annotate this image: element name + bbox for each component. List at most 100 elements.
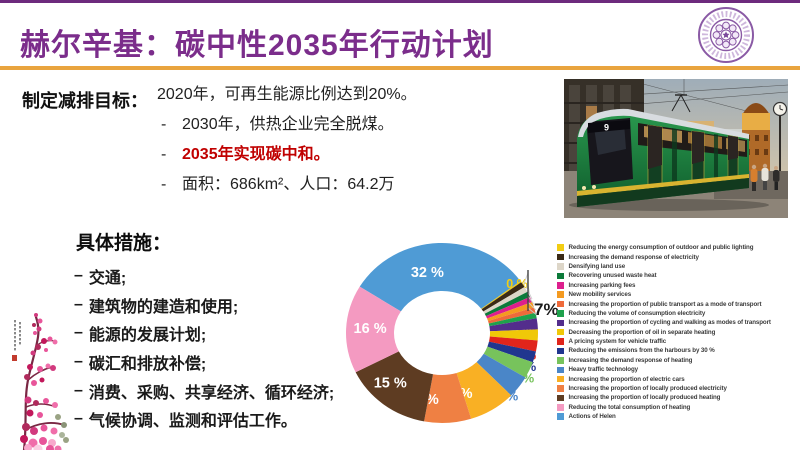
legend-item: Heavy traffic technology bbox=[557, 365, 800, 374]
goal-text: 2020年，可再生能源比例达到20%。 bbox=[157, 86, 417, 103]
donut-segment bbox=[488, 307, 536, 324]
bullet-dash: – bbox=[74, 353, 83, 371]
slice-label-inside: 16 % bbox=[354, 321, 387, 337]
legend-swatch bbox=[557, 319, 564, 327]
donut-segment bbox=[483, 346, 533, 378]
calligraphy-marks bbox=[14, 320, 21, 351]
slice-label-zero: 0 % bbox=[506, 277, 528, 291]
legend-item: Decreasing the proportion of oil in sepa… bbox=[557, 328, 800, 337]
legend-label: Increasing parking fees bbox=[568, 281, 636, 289]
legend-swatch bbox=[557, 413, 564, 420]
donut-segment bbox=[456, 362, 512, 419]
legend-item: Reducing the total consumption of heatin… bbox=[557, 403, 800, 412]
legend-label: Increasing the proportion of locally pro… bbox=[568, 394, 721, 402]
legend-item: Recovering unused waste heat bbox=[557, 271, 800, 280]
donut-segment bbox=[489, 318, 538, 332]
legend-swatch bbox=[557, 328, 564, 336]
legend-label: Actions of Helen bbox=[568, 413, 616, 421]
measure-item: – 碳汇和排放补偿; bbox=[74, 348, 334, 377]
measures-heading: 具体措施： bbox=[76, 233, 172, 254]
seal-petals bbox=[712, 21, 740, 49]
seal-ring-text bbox=[702, 11, 750, 59]
legend-label: Decreasing the proportion of oil in sepa… bbox=[568, 328, 716, 336]
goals-heading: 制定减排目标： bbox=[22, 91, 148, 111]
legend-item: Reducing the emissions from the harbours… bbox=[557, 346, 800, 355]
legend-label: Heavy traffic technology bbox=[568, 366, 639, 374]
slice-label-outside: 2 % bbox=[514, 348, 537, 363]
legend-swatch bbox=[557, 347, 564, 355]
donut-segment bbox=[346, 286, 401, 373]
measure-item: – 能源的发展计划; bbox=[74, 319, 334, 348]
legend-item: Reducing the volume of consumption elect… bbox=[557, 309, 800, 318]
slice-label-outside: 2 % bbox=[514, 336, 537, 351]
legend-label: Reducing the volume of consumption elect… bbox=[568, 309, 706, 317]
legend-item: New mobility services bbox=[557, 290, 800, 299]
goal-dash: - bbox=[161, 146, 167, 163]
legend-item: A pricing system for vehicle traffic bbox=[557, 337, 800, 346]
legend-swatch bbox=[557, 385, 564, 392]
chart-legend: Reducing the energy consumption of outdo… bbox=[557, 243, 800, 421]
measure-item: – 交通; bbox=[74, 262, 334, 291]
donut-segment bbox=[489, 329, 538, 341]
goal-text: 2035年实现碳中和。 bbox=[182, 146, 330, 163]
legend-swatch bbox=[557, 300, 564, 308]
legend-swatch bbox=[557, 394, 564, 402]
legend-item: Densifying land use bbox=[557, 262, 800, 271]
goal-row: 2020年，可再生能源比例达到20%。 bbox=[157, 85, 417, 115]
university-seal-logo bbox=[698, 7, 754, 63]
legend-item: Increasing the proportion of cycling and… bbox=[557, 318, 800, 327]
legend-swatch bbox=[557, 272, 564, 280]
slice-label-inside: 8 % bbox=[448, 386, 473, 402]
legend-swatch bbox=[557, 357, 564, 364]
donut-segment bbox=[481, 281, 522, 310]
measure-text: 能源的发展计划; bbox=[88, 327, 207, 345]
goal-row: - 面积：686km²、人口：64.2万 bbox=[157, 175, 417, 205]
slice-label-outside: 3 % bbox=[512, 371, 535, 386]
measure-item: – 建筑物的建造和使用; bbox=[74, 291, 334, 320]
legend-swatch bbox=[557, 338, 564, 345]
legend-label: Reducing the total consumption of heatin… bbox=[568, 403, 691, 411]
legend-item: Increasing the proportion of locally pro… bbox=[557, 384, 800, 393]
legend-label: Increasing the demand response of heatin… bbox=[568, 356, 693, 364]
bullet-dash: – bbox=[74, 324, 83, 342]
pantograph bbox=[671, 93, 691, 113]
legend-label: Reducing the emissions from the harbours… bbox=[568, 347, 715, 355]
blossoms bbox=[20, 313, 62, 450]
donut-segment bbox=[484, 291, 530, 317]
bracket-leader-line bbox=[527, 296, 535, 305]
legend-item: Increasing the demand response of heatin… bbox=[557, 356, 800, 365]
measure-text: 碳汇和排放补偿; bbox=[88, 356, 207, 374]
legend-item: Increasing the proportion of public tran… bbox=[557, 299, 800, 308]
legend-swatch bbox=[557, 253, 564, 261]
legend-item: Increasing the proportion of locally pro… bbox=[557, 393, 800, 402]
slice-label-inside: 8 % bbox=[414, 392, 439, 408]
bracket-total-label: 7% bbox=[534, 300, 559, 319]
legend-label: A pricing system for vehicle traffic bbox=[568, 338, 667, 346]
donut-segment bbox=[487, 341, 536, 363]
donut-segment bbox=[355, 351, 434, 422]
leaves bbox=[55, 414, 69, 443]
bullet-dash: – bbox=[74, 267, 83, 285]
helsinki-tram-photo: 9 bbox=[563, 78, 789, 218]
tram-route-number: 9 bbox=[604, 123, 609, 133]
slice-label-inside: 15 % bbox=[374, 375, 407, 391]
slice-label-outside: 2 % bbox=[514, 359, 537, 374]
bracket-leader-line bbox=[527, 290, 533, 300]
goal-text: 面积：686km²、人口：64.2万 bbox=[182, 176, 395, 193]
donut-segment bbox=[488, 312, 537, 327]
legend-label: Increasing the proportion of locally pro… bbox=[568, 385, 727, 393]
bullet-dash: – bbox=[74, 410, 83, 428]
legend-swatch bbox=[557, 244, 564, 251]
slice-label-outside: 4 % bbox=[496, 389, 519, 404]
legend-label: Recovering unused waste heat bbox=[568, 272, 657, 280]
bracket-leader-line bbox=[527, 301, 537, 311]
seal-stamp bbox=[12, 355, 17, 361]
bracket-leader-line bbox=[527, 284, 531, 294]
legend-swatch bbox=[557, 282, 564, 289]
bracket-leader-line bbox=[527, 307, 538, 316]
donut-segment bbox=[488, 336, 538, 352]
goal-row: -2030年，供热企业完全脱煤。 bbox=[157, 115, 417, 145]
measures-list: – 交通; – 建筑物的建造和使用; – 能源的发展计划; – 碳汇和排放补偿; – 消费、采购、… bbox=[74, 262, 334, 434]
legend-swatch bbox=[557, 375, 564, 383]
slice-label-inside: 32 % bbox=[411, 265, 444, 281]
